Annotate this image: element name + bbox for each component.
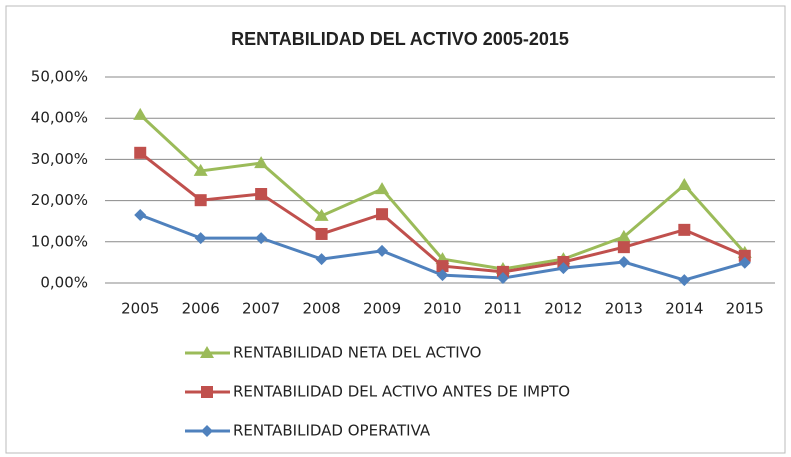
x-tick-label: 2008 [302,300,340,318]
marker [134,146,147,159]
marker [616,229,631,242]
x-tick-label: 2007 [242,300,280,318]
marker [496,265,509,278]
marker [436,260,449,273]
x-tick-label: 2015 [726,300,764,318]
marker [677,177,692,190]
x-tick-label: 2013 [605,300,643,318]
y-tick-label: 40,00% [31,109,88,127]
marker [376,208,389,221]
marker [133,107,148,120]
marker [738,256,751,269]
marker [255,232,268,245]
marker [678,274,691,287]
marker [557,262,570,275]
y-tick-label: 30,00% [31,150,88,168]
marker [315,227,328,240]
x-tick-label: 2006 [182,300,220,318]
marker [557,255,570,268]
x-tick-label: 2010 [423,300,461,318]
marker [201,386,213,398]
marker [678,223,691,236]
marker [200,346,214,358]
legend-label: RENTABILIDAD OPERATIVA [233,422,431,440]
y-tick-label: 20,00% [31,191,88,209]
marker [436,269,449,282]
marker [617,241,630,254]
x-tick-label: 2011 [484,300,522,318]
x-tick-label: 2009 [363,300,401,318]
x-tick-label: 2012 [544,300,582,318]
marker [738,249,751,262]
y-tick-label: 50,00% [31,68,88,86]
y-tick-label: 0,00% [40,274,88,292]
marker [201,425,213,437]
chart-border [5,5,786,454]
marker [314,208,329,221]
y-tick-label: 10,00% [31,232,88,250]
marker [255,188,268,201]
marker [194,232,207,245]
marker [254,156,269,169]
legend-label: RENTABILIDAD NETA DEL ACTIVO [233,344,481,362]
marker [496,272,509,285]
marker [194,194,207,207]
marker [193,163,208,176]
legend-label: RENTABILIDAD DEL ACTIVO ANTES DE IMPTO [233,383,570,401]
chart-title: RENTABILIDAD DEL ACTIVO 2005-2015 [231,29,569,49]
marker [315,253,328,266]
marker [617,255,630,268]
marker [375,182,390,195]
x-tick-label: 2005 [121,300,159,318]
marker [376,244,389,257]
x-tick-label: 2014 [665,300,703,318]
marker [134,209,147,222]
